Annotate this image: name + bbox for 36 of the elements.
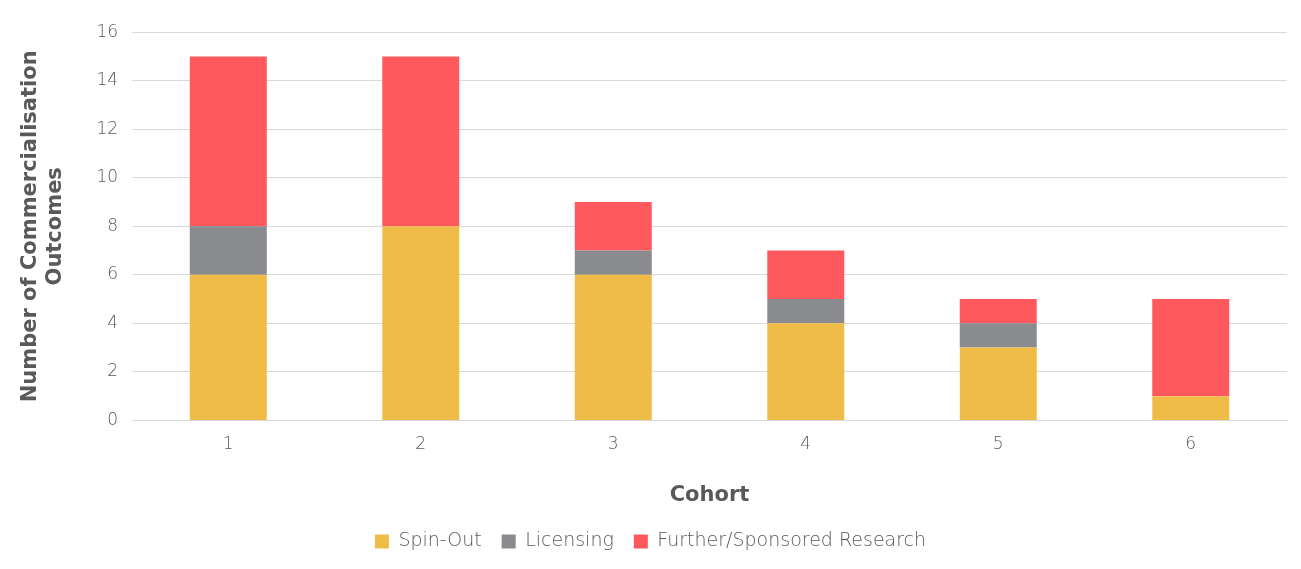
bar bbox=[574, 274, 652, 420]
bar bbox=[189, 226, 267, 275]
y-tick-label: 2 bbox=[107, 360, 119, 381]
x-tick-label: 4 bbox=[800, 433, 812, 454]
x-tick-label: 3 bbox=[607, 433, 619, 454]
legend-label: Further/Sponsored Research bbox=[657, 528, 927, 551]
y-tick-label: 12 bbox=[96, 117, 119, 138]
bar bbox=[574, 202, 652, 251]
bar bbox=[767, 299, 845, 324]
bar bbox=[767, 250, 845, 300]
legend-label: Spin-Out bbox=[398, 528, 482, 551]
bar bbox=[1152, 396, 1230, 420]
bar bbox=[574, 250, 652, 275]
y-tick-label: 14 bbox=[96, 69, 119, 90]
bar bbox=[767, 323, 845, 420]
bar bbox=[959, 323, 1037, 348]
x-tick-label: 1 bbox=[222, 433, 234, 454]
legend-label: Licensing bbox=[525, 528, 614, 551]
y-tick-label: 6 bbox=[107, 263, 119, 284]
bar bbox=[189, 56, 267, 227]
bar bbox=[382, 226, 460, 420]
x-tick-label: 2 bbox=[415, 433, 427, 454]
x-tick-label: 5 bbox=[992, 433, 1004, 454]
x-tick-label: 6 bbox=[1185, 433, 1197, 454]
y-tick-label: 4 bbox=[107, 311, 119, 332]
y-axis-title: Number of Commercialisation Outcomes bbox=[17, 50, 67, 403]
bar bbox=[959, 347, 1037, 420]
y-tick-label: 10 bbox=[96, 166, 119, 187]
bar bbox=[1152, 299, 1230, 397]
x-axis-title: Cohort bbox=[669, 481, 750, 506]
bar bbox=[959, 299, 1037, 324]
y-tick-label: 0 bbox=[107, 408, 119, 429]
bar bbox=[189, 274, 267, 420]
bar bbox=[382, 56, 460, 227]
y-tick-label: 16 bbox=[96, 20, 119, 41]
y-tick-label: 8 bbox=[107, 214, 119, 235]
